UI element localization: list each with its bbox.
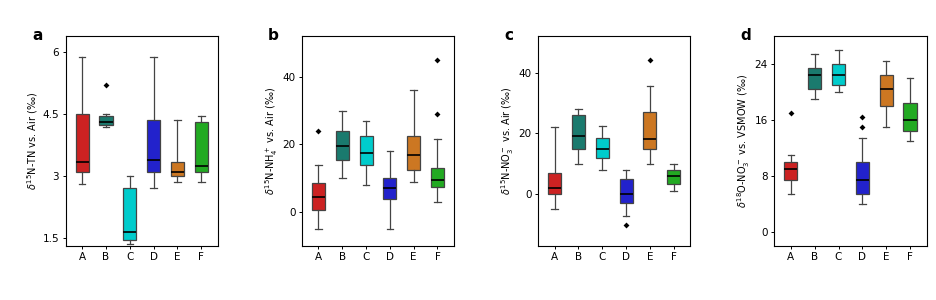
- PathPatch shape: [856, 162, 869, 194]
- Text: b: b: [269, 28, 279, 43]
- PathPatch shape: [76, 114, 89, 172]
- PathPatch shape: [595, 138, 608, 158]
- Y-axis label: $\delta^{15}$N-TN vs. Air (‰): $\delta^{15}$N-TN vs. Air (‰): [25, 92, 40, 190]
- PathPatch shape: [407, 136, 420, 170]
- Y-axis label: $\delta^{15}$N-NO$_3^-$ vs. Air (‰): $\delta^{15}$N-NO$_3^-$ vs. Air (‰): [499, 87, 516, 195]
- PathPatch shape: [880, 74, 893, 106]
- PathPatch shape: [431, 168, 444, 187]
- Text: c: c: [505, 28, 514, 43]
- Text: d: d: [740, 28, 752, 43]
- PathPatch shape: [667, 170, 680, 184]
- PathPatch shape: [808, 68, 821, 88]
- PathPatch shape: [903, 103, 916, 130]
- PathPatch shape: [643, 112, 656, 148]
- PathPatch shape: [312, 183, 325, 210]
- Y-axis label: $\delta^{15}$N-NH$_4^+$ vs. Air (‰): $\delta^{15}$N-NH$_4^+$ vs. Air (‰): [263, 87, 280, 195]
- PathPatch shape: [336, 131, 349, 160]
- Y-axis label: $\delta^{18}$O-NO$_3^-$ vs. VSMOW (‰): $\delta^{18}$O-NO$_3^-$ vs. VSMOW (‰): [735, 74, 752, 208]
- PathPatch shape: [195, 122, 208, 172]
- PathPatch shape: [359, 136, 373, 165]
- PathPatch shape: [572, 115, 585, 148]
- PathPatch shape: [124, 188, 137, 240]
- PathPatch shape: [620, 179, 633, 203]
- PathPatch shape: [171, 162, 184, 176]
- PathPatch shape: [99, 116, 112, 124]
- PathPatch shape: [548, 173, 562, 194]
- PathPatch shape: [384, 178, 397, 199]
- PathPatch shape: [784, 162, 797, 179]
- PathPatch shape: [832, 64, 845, 85]
- Text: a: a: [32, 28, 42, 43]
- PathPatch shape: [147, 120, 160, 172]
